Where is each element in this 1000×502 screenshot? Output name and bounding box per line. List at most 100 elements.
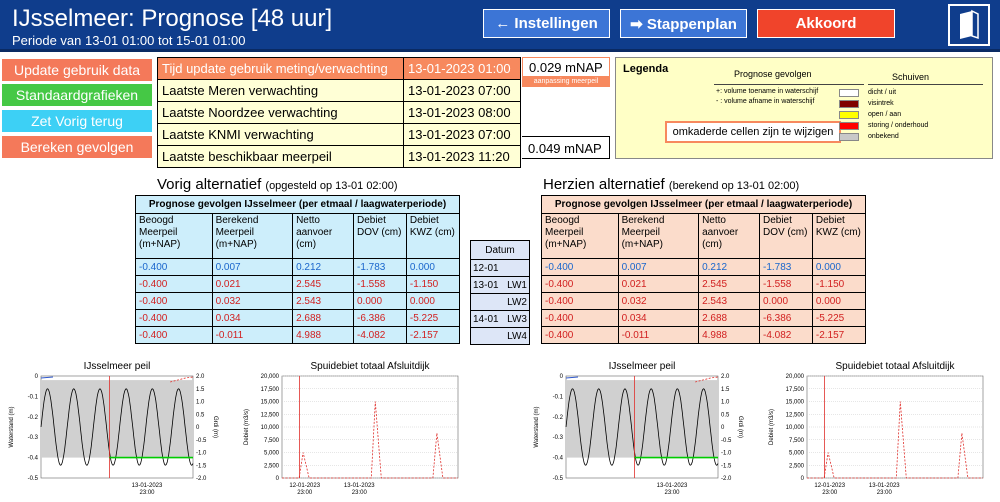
- y-tick-label: -0.4: [553, 456, 564, 462]
- y2-tick-label: 1.0: [196, 400, 205, 406]
- book-icon[interactable]: [948, 4, 990, 46]
- cell: -0.011: [211, 326, 294, 344]
- cell[interactable]: -0.400: [541, 309, 619, 327]
- y2-tick-label: -2.0: [196, 476, 207, 482]
- y2-tick-label: -0.5: [196, 438, 207, 444]
- x-tick-label: 13-01-2023: [869, 483, 900, 489]
- x-tick-label: 12-01-2023: [814, 483, 845, 489]
- info-value: 13-01-2023 07:00: [403, 79, 521, 102]
- header-bar: IJsselmeer: Prognose [48 uur] Periode va…: [0, 0, 1000, 52]
- cell: -2.157: [405, 326, 461, 344]
- y2-tick-label: -1.5: [196, 463, 207, 469]
- cell: -0.400: [135, 275, 213, 293]
- datum-header: Datum: [470, 240, 530, 260]
- chart-title: Spuidebiet totaal Afsluitdijk: [836, 361, 956, 372]
- datum-period: [503, 259, 531, 277]
- forecast-line: [695, 376, 719, 383]
- series-line: [807, 401, 983, 479]
- y-tick-label: -0.3: [553, 435, 564, 441]
- y-tick-label: 2,500: [789, 463, 805, 469]
- info-value: 13-01-2023 07:00: [403, 123, 521, 146]
- table-row: -0.400 0.032 2.543 0.000 0.000: [135, 292, 461, 310]
- datum-date: [470, 327, 504, 345]
- info-value: 13-01-2023 01:00: [403, 57, 521, 80]
- gray-band: [566, 380, 718, 458]
- legend-sch-list: dicht / uit visintrek open / aan storing…: [839, 87, 928, 142]
- x-tick-label: 23:00: [822, 490, 838, 496]
- cell[interactable]: -0.400: [541, 275, 619, 293]
- cell: 0.021: [211, 275, 294, 293]
- cell: 0.034: [617, 309, 700, 327]
- spui-chart-herzien: Spuidebiet totaal Afsluitdijk 20,000 17,50…: [769, 361, 984, 496]
- nap-last-box: [522, 136, 610, 159]
- y2-tick-label: -1.0: [196, 451, 207, 457]
- herzien-title-text: Herzien alternatief: [543, 176, 665, 193]
- swatch-maroon: [839, 99, 859, 108]
- y-tick-label: 20,000: [786, 374, 805, 380]
- gray-band: [41, 380, 193, 458]
- reset-previous-button[interactable]: Zet Vorig terug: [2, 110, 152, 132]
- cell: 0.000: [811, 292, 867, 310]
- cell: 0.034: [211, 309, 294, 327]
- y2-tick-label: -2.0: [721, 476, 732, 482]
- cell: 2.543: [698, 292, 760, 310]
- x-tick-label: 12-01-2023: [289, 483, 320, 489]
- calculate-button[interactable]: Bereken gevolgen: [2, 136, 152, 158]
- cell[interactable]: -0.400: [541, 326, 619, 344]
- y-tick-label: 20,000: [261, 374, 280, 380]
- herzien-subtitle: (berekend op 13-01 02:00): [668, 180, 800, 192]
- y-tick-label: 7,500: [789, 438, 805, 444]
- table-row: -0.400 0.034 2.688 -6.386 -5.225: [541, 309, 867, 327]
- legend-sch-item: storing / onderhoud: [839, 120, 928, 131]
- nap-input-box[interactable]: 0.029 mNAP aanpassing meerpeil: [522, 57, 610, 87]
- col-header: Debiet DOV (cm): [758, 213, 813, 259]
- x-tick-label: 23:00: [139, 490, 155, 496]
- series-line: [565, 388, 719, 466]
- legend-prog-item: +: volume toename in waterschijf: [716, 88, 819, 95]
- y2-tick-label: 1.5: [721, 387, 730, 393]
- cell: 2.543: [292, 292, 354, 310]
- datum-row: LW4: [470, 327, 531, 345]
- cell: 2.688: [698, 309, 760, 327]
- y2-axis-label: Grdi (m): [212, 416, 218, 438]
- col-header: Debiet KWZ (cm): [405, 213, 461, 259]
- col-header: Debiet DOV (cm): [352, 213, 407, 259]
- legend-sch-label: dicht / uit: [868, 89, 897, 96]
- cell: 2.688: [292, 309, 354, 327]
- standard-charts-button[interactable]: Standaardgrafieken: [2, 84, 152, 106]
- cell: -1.150: [405, 275, 461, 293]
- cell[interactable]: -0.400: [541, 292, 619, 310]
- cell: -0.400: [135, 326, 213, 344]
- cell[interactable]: -0.400: [541, 258, 619, 276]
- steps-button[interactable]: ➡ Stappenplan: [620, 9, 747, 38]
- vorig-subtitle: (opgesteld op 13-01 02:00): [265, 180, 398, 192]
- measured-line: [565, 376, 579, 379]
- y-axis-label: Debiet (m3/s): [769, 409, 775, 445]
- y2-tick-label: 1.5: [196, 387, 205, 393]
- y-tick-label: 10,000: [786, 425, 805, 431]
- cell: 0.032: [211, 292, 294, 310]
- table-row: -0.400 -0.011 4.988 -4.082 -2.157: [135, 326, 461, 344]
- datum-period: LW2: [503, 293, 531, 311]
- legend-sch-item: visintrek: [839, 98, 928, 109]
- cell: 0.032: [617, 292, 700, 310]
- y-tick-label: 2,500: [264, 463, 280, 469]
- accept-button[interactable]: Akkoord: [757, 9, 895, 38]
- cell: -0.400: [135, 309, 213, 327]
- table-row: -0.400 0.007 0.212 -1.783 0.000: [135, 258, 461, 276]
- cell: -1.558: [758, 275, 813, 293]
- x-tick-label: 13-01-2023: [132, 483, 163, 489]
- table-row: -0.400 0.032 2.543 0.000 0.000: [541, 292, 867, 310]
- vorig-table: Prognose gevolgen IJsselmeer (per etmaal…: [135, 195, 461, 344]
- info-label: Laatste KNMI verwachting: [157, 123, 404, 146]
- datum-date: 13-01: [470, 276, 504, 294]
- y-tick-label: 0: [276, 476, 280, 482]
- herzien-table: Prognose gevolgen IJsselmeer (per etmaal…: [541, 195, 867, 344]
- cell: -0.400: [135, 292, 213, 310]
- settings-button[interactable]: ← Instellingen: [483, 9, 610, 38]
- update-data-button[interactable]: Update gebruik data: [2, 59, 152, 81]
- y-tick-label: 7,500: [264, 438, 280, 444]
- x-tick-label: 23:00: [664, 490, 680, 496]
- y-tick-label: -0.2: [553, 415, 564, 421]
- cell: -5.225: [405, 309, 461, 327]
